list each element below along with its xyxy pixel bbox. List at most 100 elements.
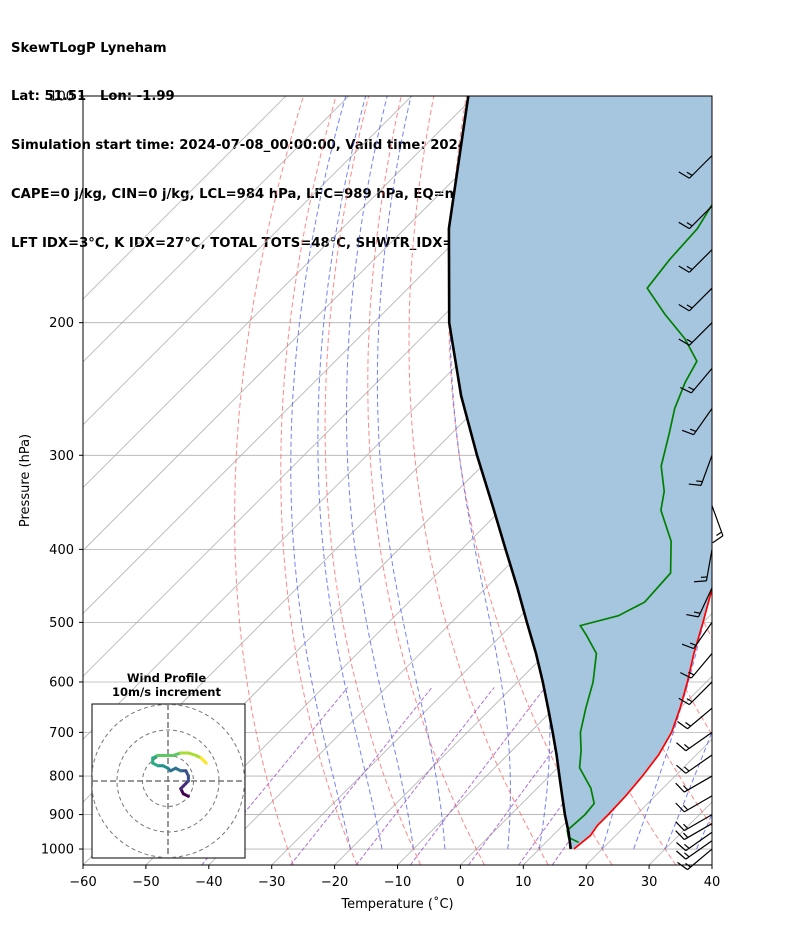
x-tick-label: 20	[578, 875, 595, 890]
wind-barb	[681, 622, 713, 650]
wind-barb	[676, 840, 713, 860]
chart-title: SkewTLogP Lyneham	[11, 40, 167, 56]
x-tick-label: −10	[384, 875, 411, 890]
wind-barb-half-feather	[685, 722, 691, 727]
wind-barb	[681, 408, 713, 436]
wind-barb-feather	[677, 861, 688, 871]
isotherm-line	[397, 549, 712, 865]
wind-barb-staff	[688, 287, 713, 312]
wind-barb-half-feather	[696, 480, 703, 483]
wind-barb-feather	[712, 535, 724, 544]
wind-barb-feather	[678, 171, 690, 179]
mixing-ratio-line	[355, 687, 495, 865]
wind-barb-feather	[681, 429, 694, 436]
wind-barb-half-feather	[684, 843, 690, 849]
wind-barb-feather	[680, 672, 692, 679]
wind-barb-staff	[693, 408, 713, 436]
y-tick-label: 300	[49, 449, 74, 464]
x-axis-label: Temperature (˚C)	[340, 896, 453, 912]
x-tick-label: 30	[641, 875, 658, 890]
wind-barb-half-feather	[683, 832, 689, 838]
wind-barb-half-feather	[689, 428, 697, 432]
moist-adiabat-line	[633, 96, 712, 850]
isotherm-line	[83, 96, 412, 426]
y-tick-label: 600	[49, 675, 74, 690]
x-tick-label: −20	[321, 875, 348, 890]
moist-adiabat-line	[376, 96, 446, 850]
wind-barb-staff	[688, 155, 713, 179]
moist-adiabat-line	[728, 89, 794, 849]
moist-adiabat-line	[664, 730, 712, 850]
cape-cin-area	[448, 96, 712, 849]
wind-barb-feather	[675, 821, 685, 832]
wind-barb-half-feather	[686, 304, 693, 309]
wind-barb-feather	[686, 613, 699, 618]
wind-barb	[675, 814, 713, 832]
mixing-ratio-line	[290, 687, 433, 865]
wind-barb-feather	[675, 802, 685, 813]
y-tick-label: 700	[49, 726, 74, 741]
wind-barb-feather	[688, 483, 702, 486]
wind-barb-feather	[694, 580, 707, 583]
wind-barb-staff	[687, 707, 713, 730]
wind-barb-half-feather	[683, 823, 689, 830]
parcel-path-line	[447, 96, 572, 850]
isotherm-line	[711, 864, 712, 865]
wind-barb-staff	[690, 653, 713, 679]
wind-barb-feather	[676, 850, 687, 860]
x-tick-label: −50	[132, 875, 159, 890]
wind-barb-half-feather	[688, 671, 695, 676]
wind-barb-half-feather	[684, 852, 690, 858]
y-tick-label: 1000	[41, 843, 74, 858]
x-tick-label: −30	[258, 875, 285, 890]
wind-barb	[676, 831, 713, 852]
wind-barb-half-feather	[693, 611, 701, 614]
wind-barb	[677, 707, 713, 730]
wind-barb-half-feather	[689, 642, 697, 646]
y-tick-label: 800	[49, 770, 74, 785]
wind-barb-half-feather	[686, 698, 693, 703]
wind-barb-feather	[677, 720, 688, 730]
wind-barb-staff	[683, 795, 713, 813]
wind-barb-half-feather	[683, 785, 689, 791]
wind-barb-staff	[705, 549, 713, 581]
wind-barb	[678, 322, 713, 346]
isotherm-line	[83, 96, 287, 300]
wind-barb-half-feather	[686, 338, 693, 344]
wind-barb-half-feather	[686, 171, 693, 176]
location-line: Lat: 51.51 Lon: -1.99	[11, 89, 175, 105]
wind-barb-staff	[687, 848, 713, 871]
x-tick-label: 10	[515, 875, 532, 890]
wind-barb	[678, 155, 713, 179]
mixing-ratio-line	[409, 687, 546, 865]
isotherm-line	[83, 96, 475, 489]
wind-barb	[711, 505, 724, 544]
dewpoint-line	[566, 203, 712, 844]
isotherm-line	[334, 487, 712, 865]
wind-barb-staff	[683, 823, 713, 841]
x-tick-label: −40	[195, 875, 222, 890]
wind-barb-staff	[685, 840, 713, 860]
wind-barb-feather	[678, 338, 690, 346]
wind-barb	[678, 249, 713, 273]
wind-barb-half-feather	[684, 743, 690, 749]
y-tick-label: 100	[49, 90, 74, 105]
wind-barb	[676, 754, 713, 774]
dry-adiabat-line	[324, 96, 422, 865]
wind-barb-staff	[700, 455, 713, 486]
dry-adiabat-line	[408, 96, 549, 865]
wind-barb-staff	[688, 681, 713, 706]
wind-barb	[675, 775, 713, 793]
temperature-line	[573, 585, 712, 850]
y-tick-label: 200	[49, 316, 74, 331]
wind-barb	[675, 823, 713, 841]
isotherm-line	[83, 96, 350, 363]
wind-barb-half-feather	[686, 222, 693, 227]
moist-adiabat-line	[317, 96, 383, 850]
moist-adiabat-line	[290, 96, 352, 850]
wind-barb-staff	[711, 505, 724, 536]
wind-barb	[678, 205, 713, 230]
wind-barb-staff	[688, 249, 713, 273]
wind-barb-staff	[685, 831, 713, 852]
wind-barb-feather	[681, 643, 694, 650]
